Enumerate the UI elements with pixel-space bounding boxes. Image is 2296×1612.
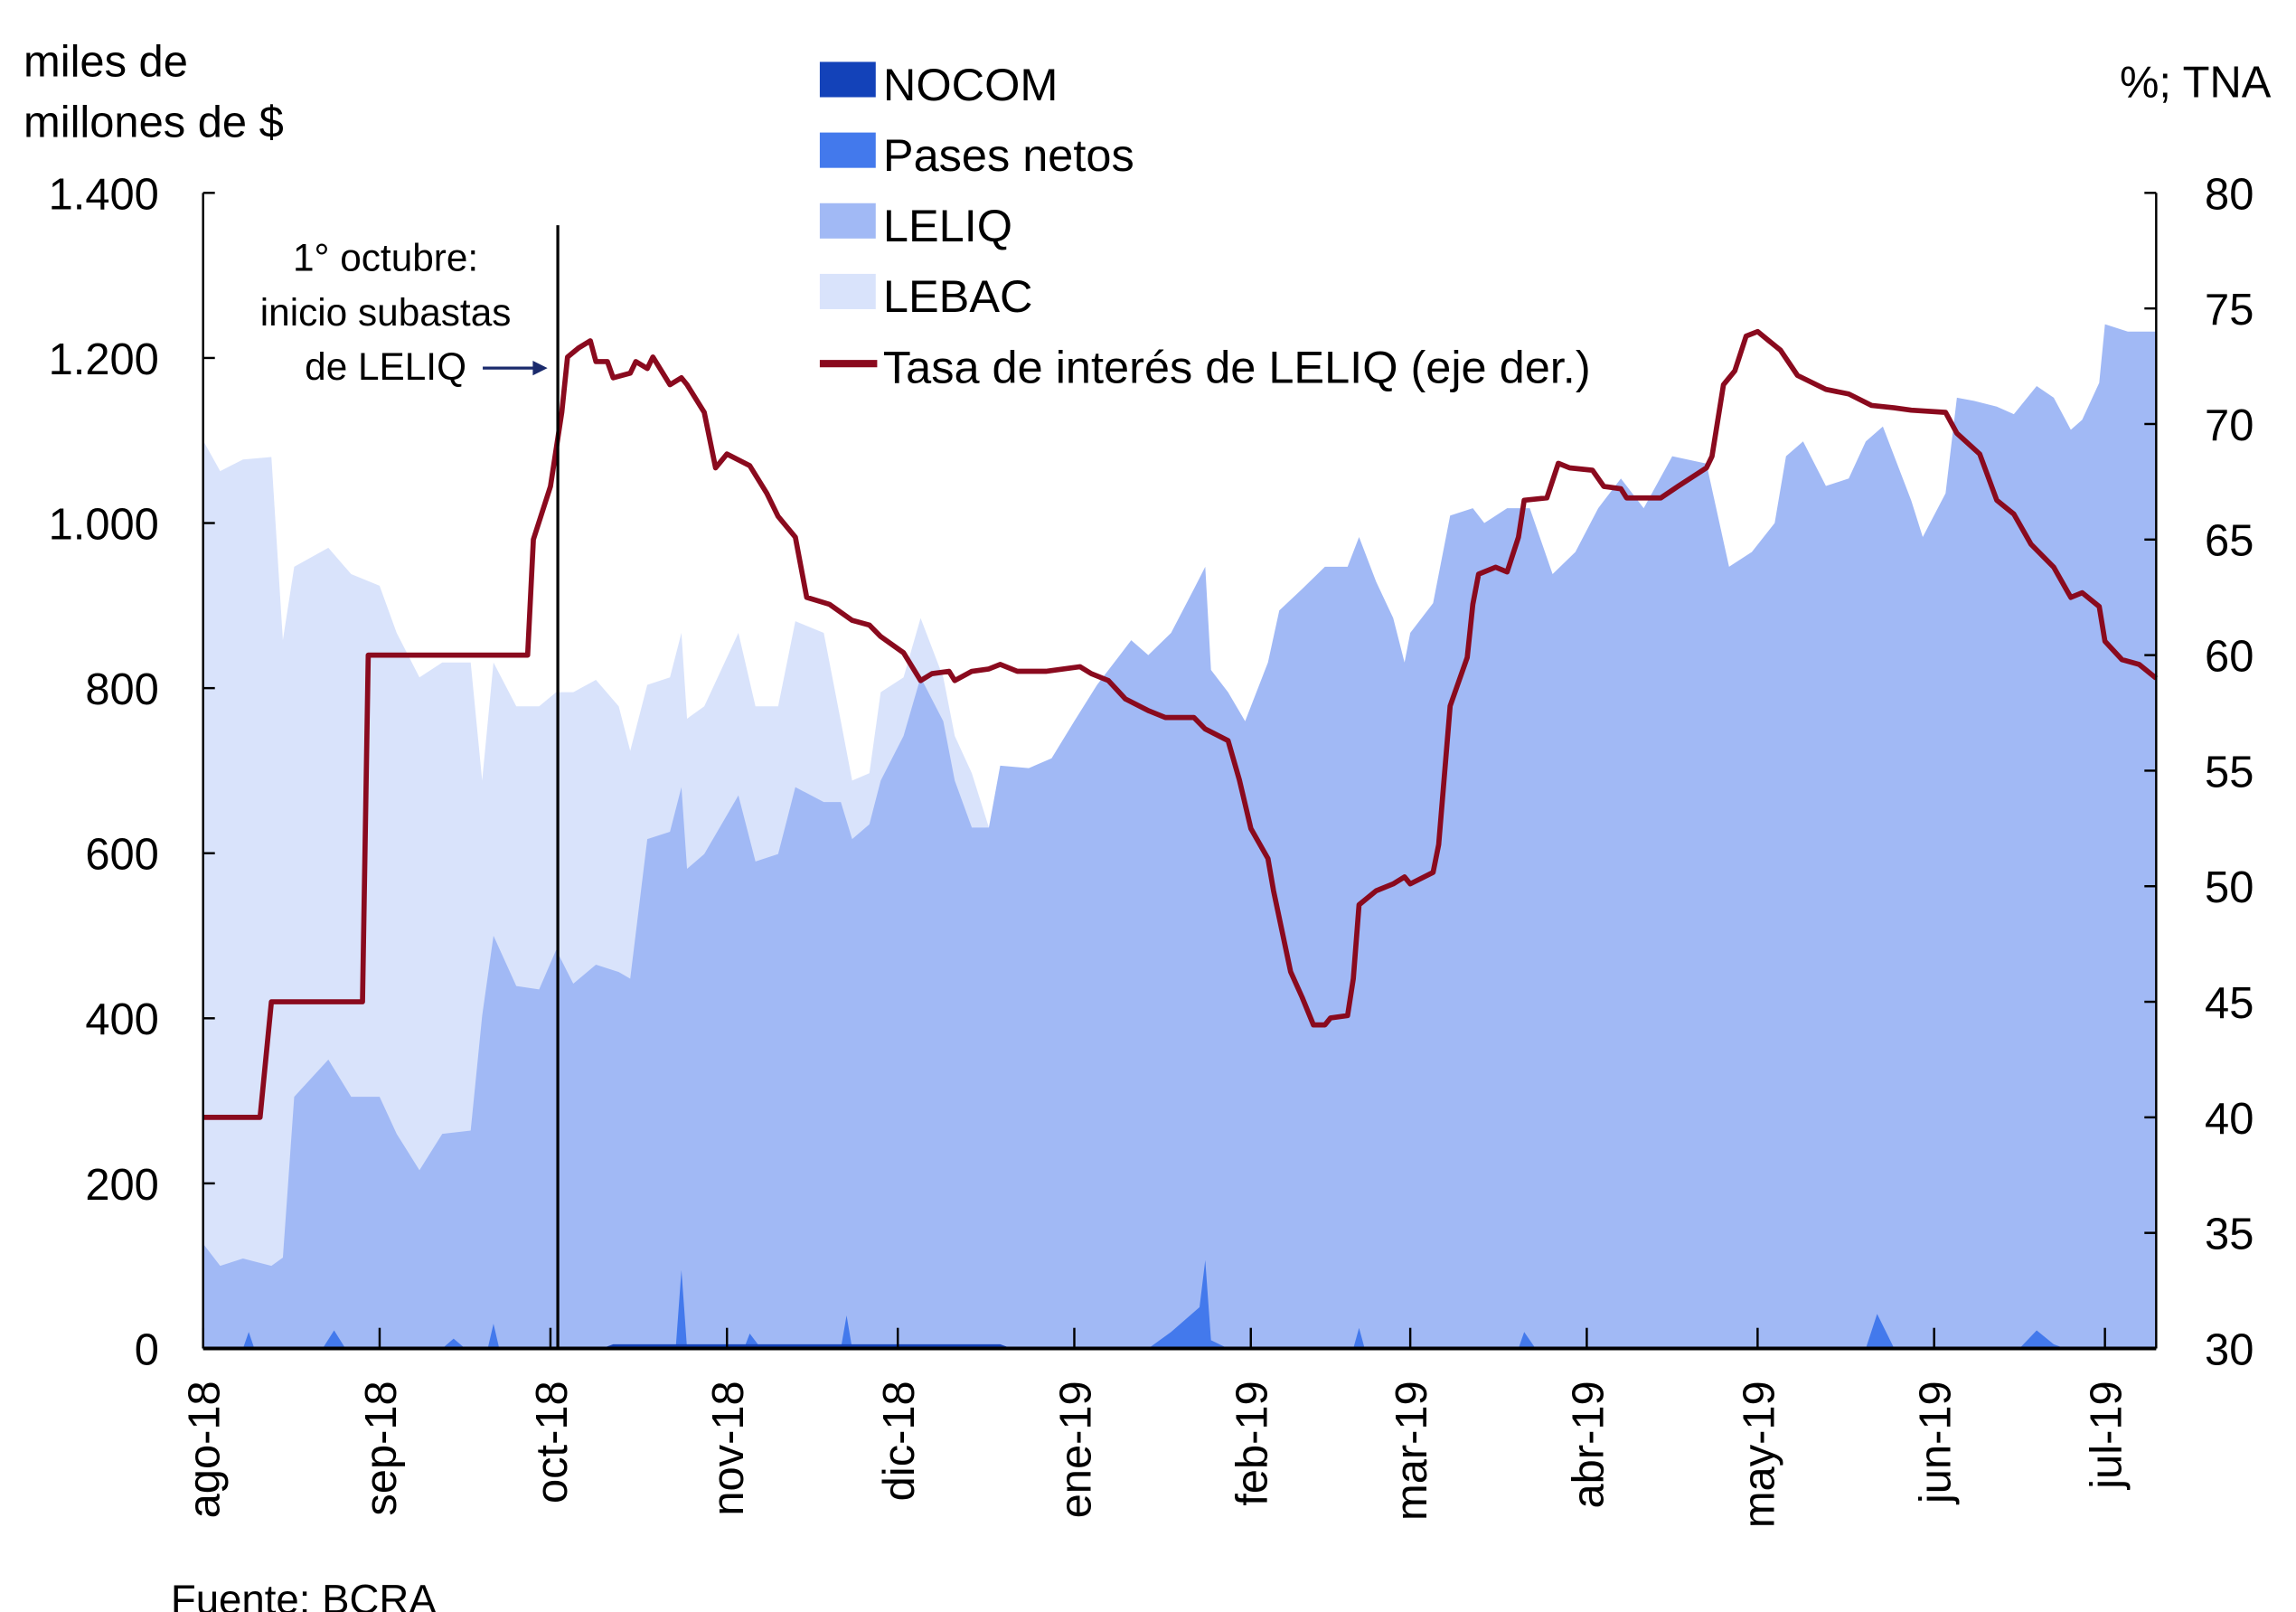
areas-layer xyxy=(202,324,2157,1349)
legend-label-lebac: LEBAC xyxy=(883,270,1033,322)
x-tick-label: ago-18 xyxy=(181,1381,230,1518)
annotation-line2: inicio subastas xyxy=(260,291,512,334)
right-tick-label: 80 xyxy=(2205,170,2254,219)
x-tick-label: jun-19 xyxy=(1912,1381,1961,1505)
left-tick-label: 1.200 xyxy=(49,335,159,384)
x-tick-label: dic-18 xyxy=(875,1381,924,1501)
left-tick-label: 1.400 xyxy=(49,170,159,219)
right-tick-label: 30 xyxy=(2205,1325,2254,1374)
legend-swatch-leliq xyxy=(819,203,876,239)
pases-netos-area xyxy=(202,1259,2157,1349)
x-tick-label: jul-19 xyxy=(2083,1381,2131,1490)
right-tick-label: 35 xyxy=(2205,1211,2254,1259)
right-tick-label: 75 xyxy=(2205,286,2254,335)
right-tick-label: 55 xyxy=(2205,748,2254,797)
source-note: Fuente: BCRA xyxy=(171,1577,437,1612)
right-tick-label: 60 xyxy=(2205,633,2254,682)
right-tick-label: 50 xyxy=(2205,863,2254,912)
x-tick-label: feb-19 xyxy=(1228,1381,1277,1505)
left-tick-label: 400 xyxy=(85,995,158,1044)
legend-label-nocom: NOCOM xyxy=(883,59,1058,110)
left-axis-label-line1: miles de xyxy=(24,38,188,87)
legend-swatch-lebac xyxy=(819,273,876,309)
left-tick-label: 800 xyxy=(85,665,158,714)
right-axis-label: %; TNA xyxy=(2120,59,2272,108)
legend-label-leliq: LELIQ xyxy=(883,200,1012,251)
x-tick-label: ene-19 xyxy=(1051,1381,1100,1518)
legend-swatch-nocom xyxy=(819,61,876,98)
x-tick-label: sep-18 xyxy=(357,1381,406,1515)
legend: NOCOM Pases netos LELIQ LEBAC Tasa de interé… xyxy=(819,59,1591,392)
x-tick-label: oct-18 xyxy=(528,1381,577,1504)
right-tick-label: 45 xyxy=(2205,979,2254,1028)
legend-label-rate: Tasa de interés de LELIQ (eje der.) xyxy=(883,341,1591,392)
annotation-arrow xyxy=(483,360,548,376)
annotation-line3: de LELIQ xyxy=(305,345,466,388)
rate-layer xyxy=(202,328,2159,1120)
axes: 0 200 400 600 800 1.000 1.200 1.400 30 35 40 45 50 55… xyxy=(49,170,2254,1528)
right-tick-label: 70 xyxy=(2205,401,2254,450)
right-tick-label: 40 xyxy=(2205,1095,2254,1144)
left-tick-label: 200 xyxy=(85,1161,158,1210)
x-tick-label: may-19 xyxy=(1735,1381,1783,1528)
leliq-area xyxy=(202,324,2157,1349)
left-tick-label: 600 xyxy=(85,831,158,880)
leliq-rate-line xyxy=(202,328,2159,1120)
x-tick-label: mar-19 xyxy=(1388,1381,1436,1521)
left-tick-label: 1.000 xyxy=(49,500,159,549)
right-tick-label: 65 xyxy=(2205,517,2254,566)
x-tick-label: abr-19 xyxy=(1564,1381,1613,1508)
left-tick-label: 0 xyxy=(135,1325,159,1374)
left-axis-label-line2: millones de $ xyxy=(24,98,284,146)
legend-swatch-pases xyxy=(819,132,876,168)
annotation-line1: 1° octubre: xyxy=(293,237,478,279)
x-tick-label: nov-18 xyxy=(704,1381,753,1515)
legend-label-pases: Pases netos xyxy=(883,129,1134,181)
